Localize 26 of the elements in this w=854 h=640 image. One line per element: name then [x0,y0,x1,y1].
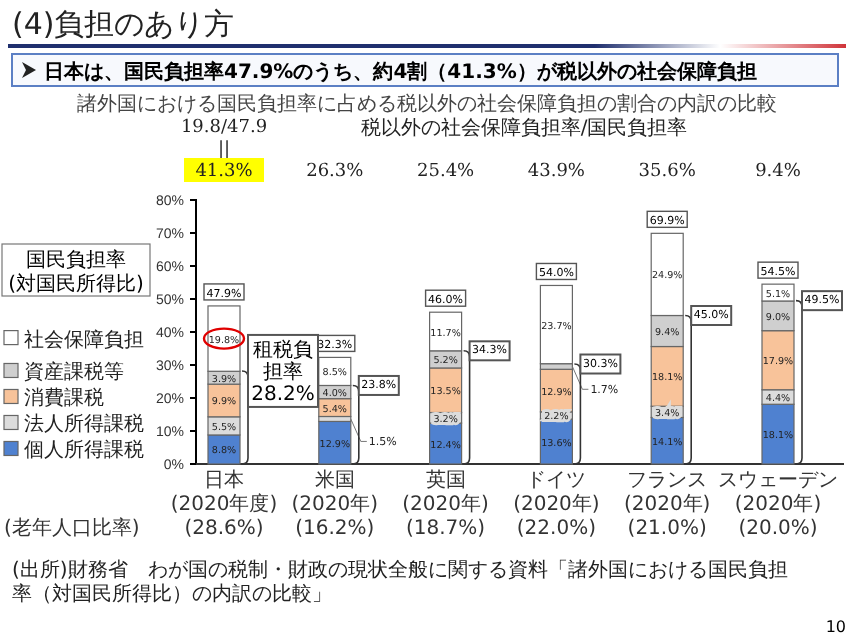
text: 43.9% [527,162,586,182]
legend-label: 法人所得課税 [24,412,144,437]
text: 26.3% [306,162,365,182]
text: 諸外国における国民負担率に占める税以外の社会保障負担の割合の内訳の比較 [77,92,777,116]
text: 10 [825,618,846,636]
text: (出所)財務省 わが国の税制・財政の現状全般に関する資料「諸外国における国民負担率（対国民所得比）の内訳の比較」 [12,558,788,606]
chart-title: (4)負担のあり方 [12,6,235,42]
text: || [217,140,231,160]
chart-subtitle: 日本は、国民負担率47.9%のうち、約4割（41.3%）が税以外の社会保障負担 [44,60,757,84]
legend-label: 個人所得課税 [24,438,144,463]
x-tick-label: 日本 (2020年度) (28.6%) [170,468,278,540]
legend-label: 消費課税 [24,386,104,411]
x-tick-label: 米国 (2020年) (16.2%) [291,468,379,540]
text: 35.6% [638,162,697,182]
text: 19.8/47.9 [180,118,268,138]
text: (老年人口比率) [4,516,140,540]
x-tick-label: ドイツ (2020年) (22.0%) [513,470,600,540]
legend-label: 資産課税等 [24,360,124,385]
text: 9.4% [755,162,802,182]
text: 25.4% [417,162,476,182]
legend-label: 社会保障負担 [24,327,144,352]
x-tick-label: フランス (2020年) (21.0%) [623,470,711,540]
text: 41.3% [195,162,254,182]
text: 税以外の社会保障負担率/国民負担率 [360,116,688,140]
x-tick-label: 英国 (2020年) (18.7%) [402,468,490,540]
x-tick-label: スウェーデン (2020年) (20.0%) [718,470,838,540]
